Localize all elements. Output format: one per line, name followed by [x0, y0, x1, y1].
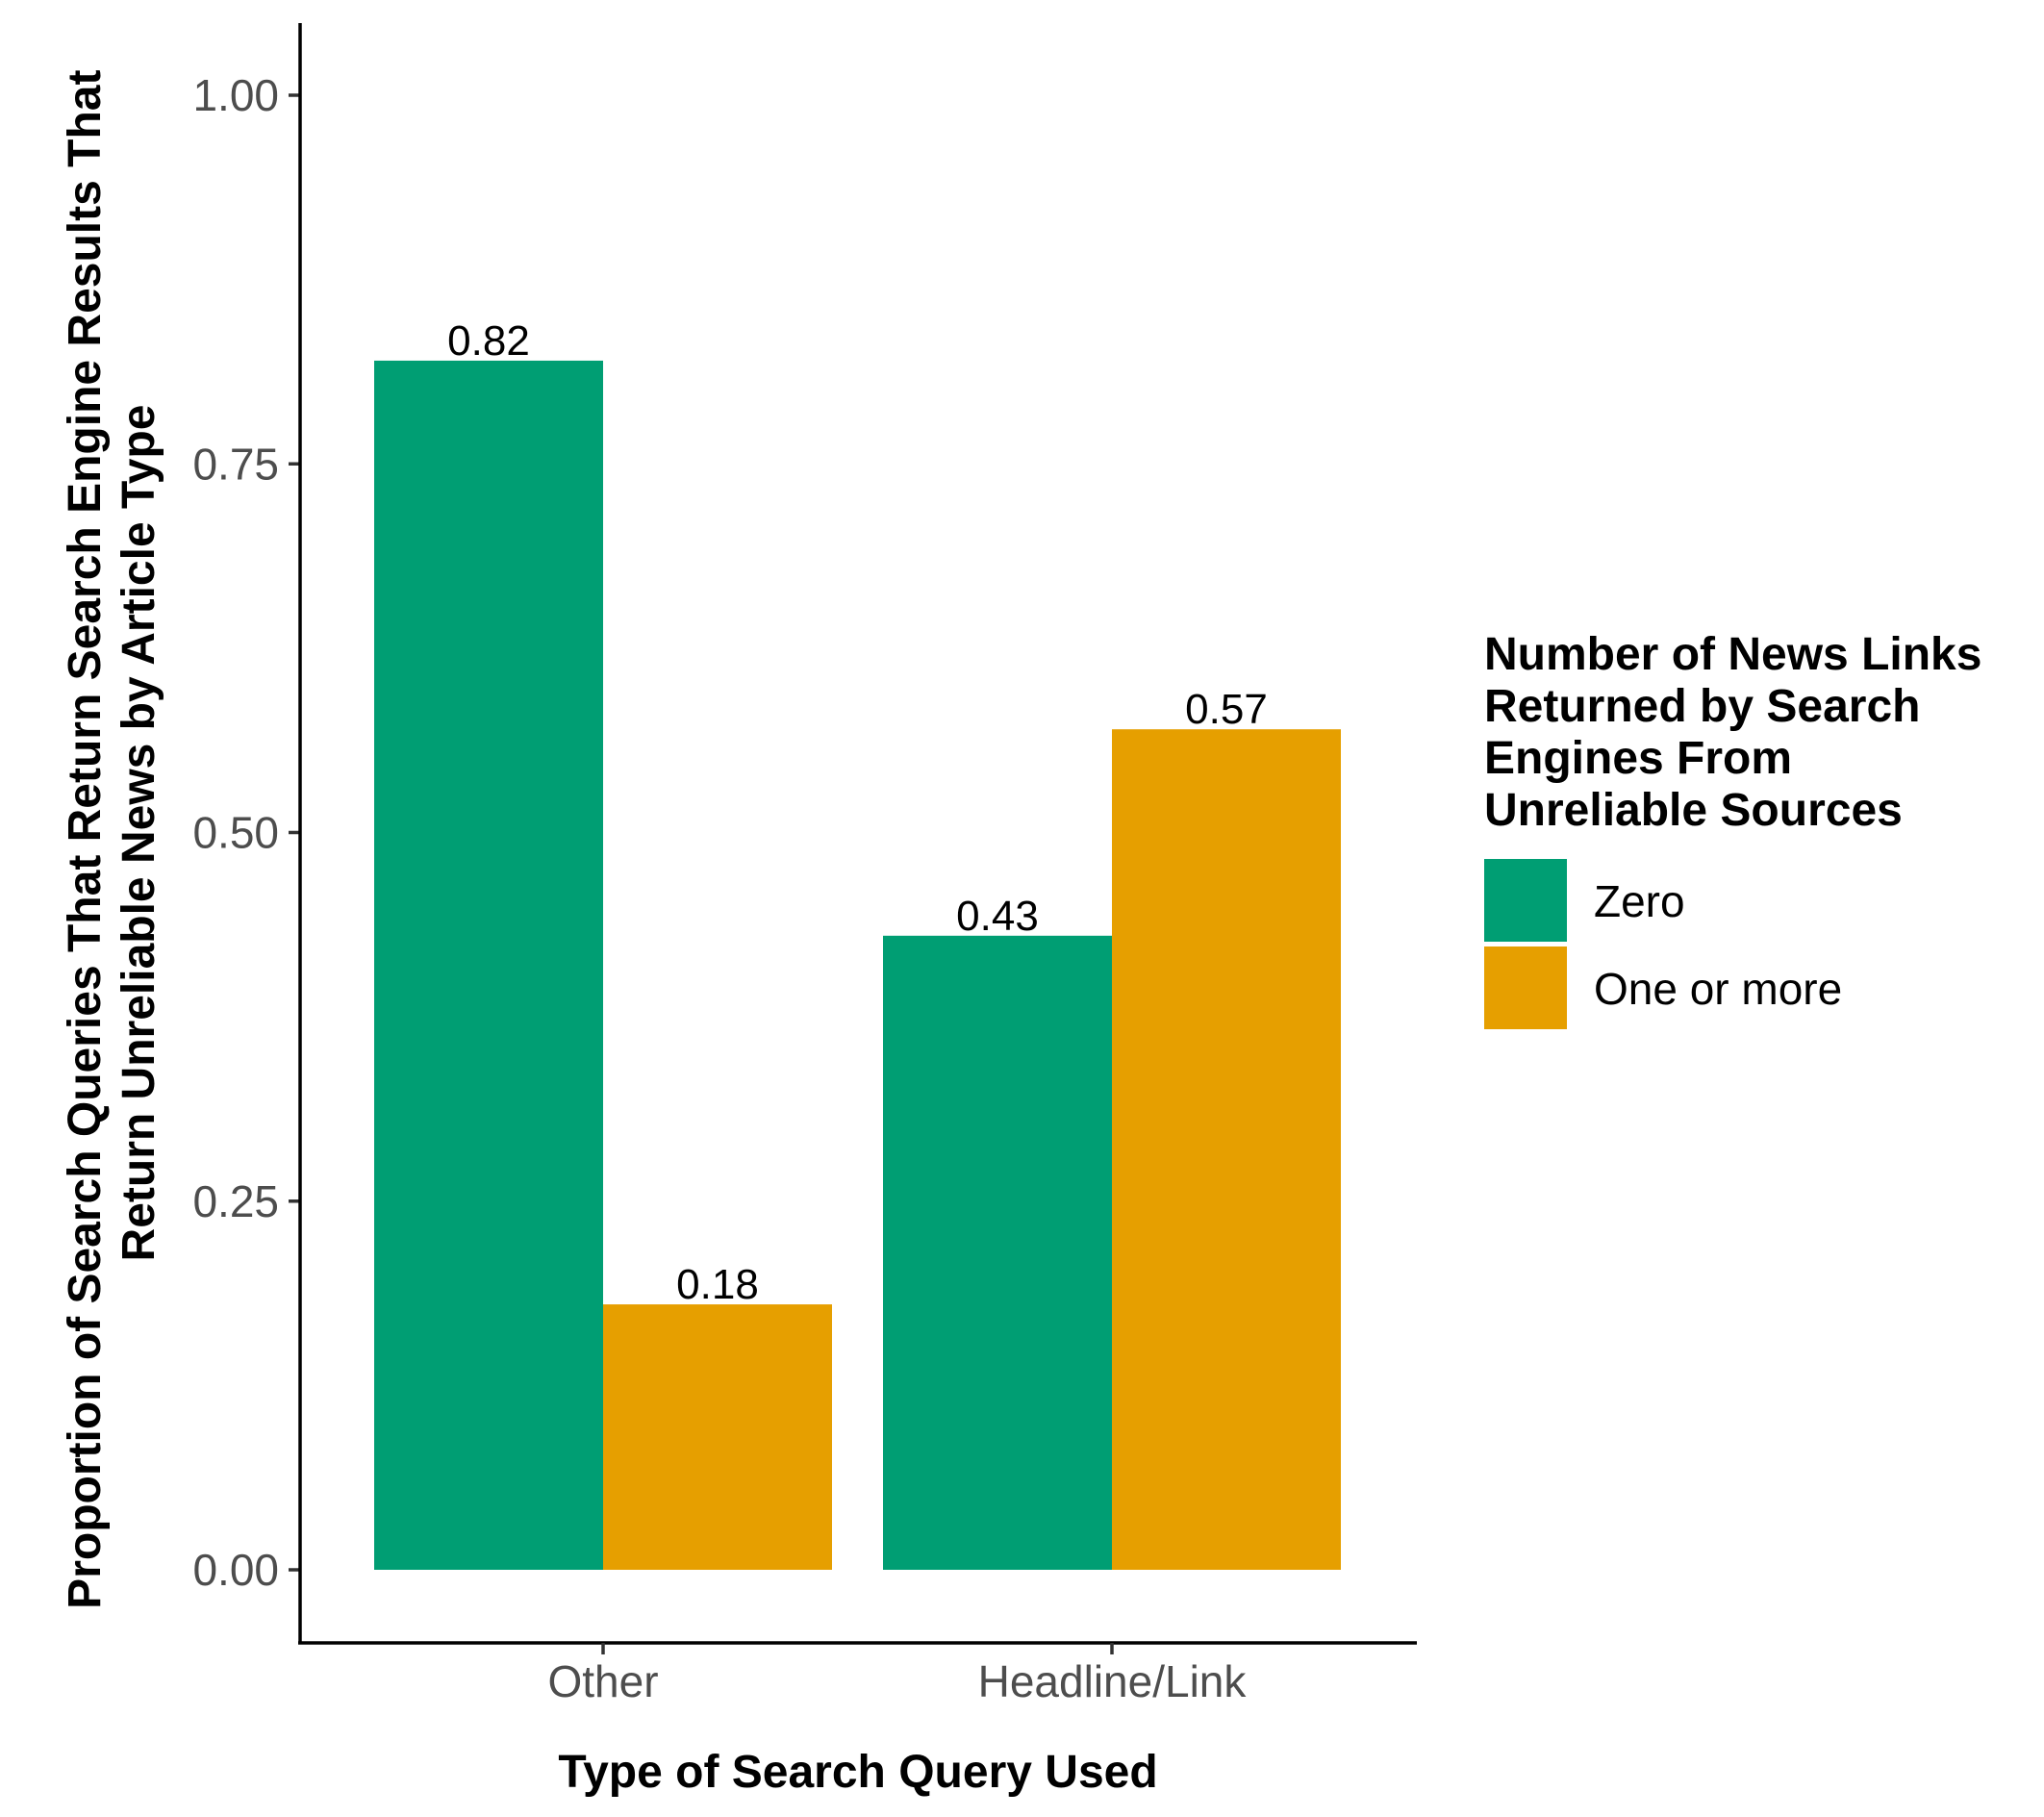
bar	[1112, 729, 1341, 1570]
y-tick-label: 0.25	[192, 1176, 279, 1226]
bar-marks	[374, 360, 1341, 1571]
bar-value-label: 0.57	[1185, 686, 1268, 733]
y-axis-title-line-1: Proportion of Search Queries That Return…	[60, 70, 111, 1609]
legend-label-zero: Zero	[1594, 876, 1685, 926]
legend-title: Number of News Links Returned by Search …	[1484, 629, 1995, 836]
legend-title-line-3: Engines From	[1484, 733, 1792, 784]
y-tick-label: 0.75	[192, 439, 279, 489]
bar	[374, 360, 603, 1571]
bar-value-label: 0.18	[676, 1261, 759, 1308]
y-tick-label: 1.00	[192, 70, 279, 120]
legend-key-one-or-more	[1484, 946, 1567, 1029]
legend-title-line-4: Unreliable Sources	[1484, 785, 1903, 836]
y-axis-title-line-2: Return Unreliable News by Article Type	[114, 405, 164, 1262]
x-axis-ticks: Other Headline/Link	[547, 1643, 1247, 1706]
y-axis-ticks: 0.00 0.25 0.50 0.75 1.00	[192, 70, 300, 1595]
legend: Number of News Links Returned by Search …	[1484, 629, 1995, 1029]
x-axis-title: Type of Search Query Used	[558, 1747, 1157, 1798]
x-tick-label: Headline/Link	[978, 1656, 1248, 1706]
bar	[603, 1304, 832, 1570]
y-tick-label: 0.50	[192, 808, 279, 858]
legend-title-line-2: Returned by Search	[1484, 681, 1920, 732]
legend-key-zero	[1484, 859, 1567, 942]
legend-title-line-1: Number of News Links	[1484, 629, 1981, 680]
bar	[883, 935, 1112, 1570]
y-axis-title: Proportion of Search Queries That Return…	[60, 57, 164, 1609]
bar-value-label: 0.82	[447, 317, 530, 365]
y-tick-label: 0.00	[192, 1545, 279, 1595]
bar-value-labels: 0.82 0.18 0.43 0.57	[447, 317, 1268, 1308]
bar-value-label: 0.43	[956, 893, 1039, 940]
legend-label-one-or-more: One or more	[1594, 964, 1842, 1014]
x-tick-label: Other	[547, 1656, 658, 1706]
